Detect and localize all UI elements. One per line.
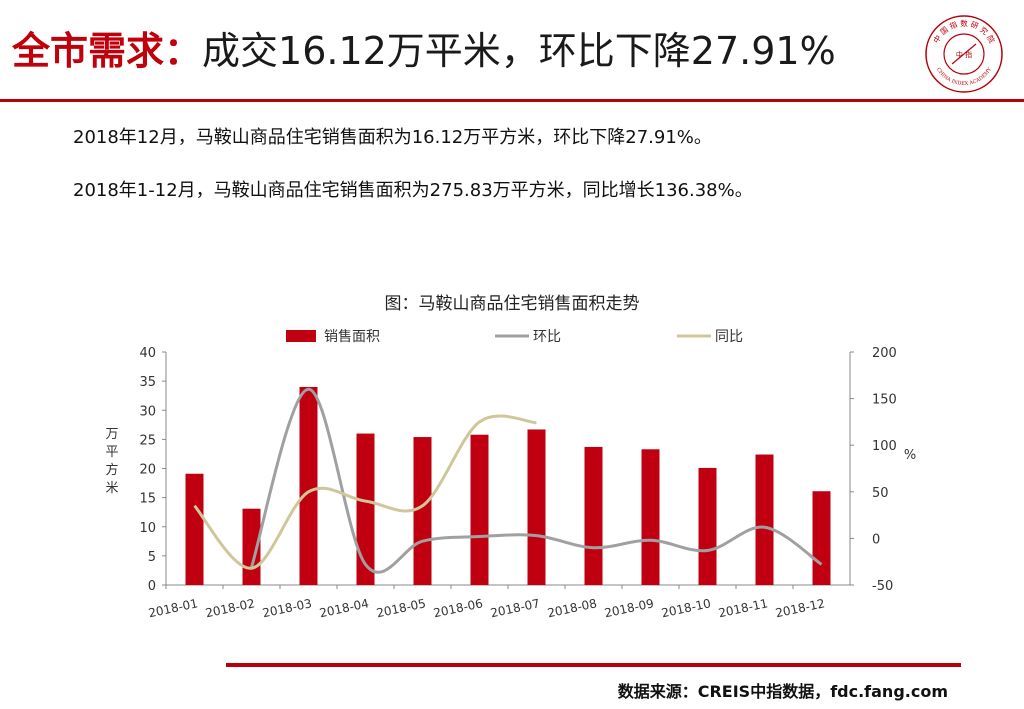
logo-center-text: 中 指 xyxy=(956,50,972,59)
page-title: 全市需求：成交16.12万平米，环比下降27.91% xyxy=(12,20,836,75)
logo-bottom-text: CHINA INDEX ACADEMY xyxy=(935,66,993,87)
legend-swatch-sales-area xyxy=(286,330,316,342)
y-tick-label-right: 100 xyxy=(872,439,897,454)
bar-sales-area xyxy=(698,467,717,585)
y-axis-label-char: 万 xyxy=(105,427,118,442)
page-title-highlight: 全市需求： xyxy=(12,29,203,73)
line-series-mom xyxy=(250,387,823,574)
sales-area-chart: 0 5 10 15 20 25 30 35 40 -50 0 50 100 150 200 万平方米% 2018… xyxy=(105,329,916,620)
x-tick-label: 2018-05 xyxy=(375,596,427,620)
y-tick-label-right: 200 xyxy=(872,346,897,361)
x-tick-label: 2018-09 xyxy=(603,596,655,620)
legend-label-yoy: 同比 xyxy=(715,329,743,345)
bar-sales-area xyxy=(185,473,204,585)
svg-text:中 国 指 数 研 究 院: 中 国 指 数 研 究 院 xyxy=(931,18,998,45)
x-tick-label: 2018-10 xyxy=(660,596,712,620)
bar-sales-area xyxy=(527,429,546,585)
y-tick-label-left: 25 xyxy=(139,433,156,448)
bar-sales-area xyxy=(812,491,831,585)
y-tick-label-right: 50 xyxy=(872,486,889,501)
y-tick-label-left: 35 xyxy=(139,375,156,390)
bar-sales-area xyxy=(584,446,603,585)
y-axis-label-char: 方 xyxy=(105,462,118,478)
bar-sales-area xyxy=(470,434,489,585)
x-tick-label: 2018-08 xyxy=(546,596,598,620)
chart-title: 图：马鞍山商品住宅销售面积走势 xyxy=(384,294,640,314)
summary-paragraph-monthly: 2018年12月，马鞍山商品住宅销售面积为16.12万平方米，环比下降27.91… xyxy=(73,127,712,148)
y-tick-label-left: 15 xyxy=(139,492,156,507)
title-divider xyxy=(0,99,1024,102)
page-title-rest: 成交16.12万平米，环比下降27.91% xyxy=(202,29,836,73)
y-tick-label-left: 20 xyxy=(139,463,156,478)
x-tick-label: 2018-01 xyxy=(147,596,199,620)
y-tick-label-left: 0 xyxy=(148,579,156,594)
x-tick-label: 2018-12 xyxy=(774,596,826,620)
summary-paragraph-annual: 2018年1-12月，马鞍山商品住宅销售面积为275.83万平方米，同比增长13… xyxy=(73,180,753,201)
legend-label-sales-area: 销售面积 xyxy=(324,329,380,345)
data-source: 数据来源：CREIS中指数据，fdc.fang.com xyxy=(617,682,948,701)
bar-sales-area xyxy=(356,433,375,585)
footer-divider xyxy=(226,663,961,667)
y-tick-label-right: 0 xyxy=(872,532,880,547)
y-tick-label-left: 30 xyxy=(139,404,156,419)
x-tick-label: 2018-02 xyxy=(204,596,256,620)
x-tick-label: 2018-04 xyxy=(318,596,370,620)
logo-top-text: 中 国 指 数 研 究 院 xyxy=(931,18,998,45)
x-tick-label: 2018-03 xyxy=(261,596,313,620)
x-tick-label: 2018-06 xyxy=(432,596,484,620)
x-tick-label: 2018-11 xyxy=(717,596,769,620)
y2-axis-label: % xyxy=(904,448,916,463)
x-tick-label: 2018-07 xyxy=(489,596,541,620)
y-tick-label-left: 40 xyxy=(139,346,156,361)
y-tick-label-left: 10 xyxy=(139,521,156,536)
y-tick-label-left: 5 xyxy=(148,550,156,565)
bar-sales-area xyxy=(413,437,432,585)
bar-sales-area xyxy=(641,449,660,585)
china-index-academy-logo: 中 国 指 数 研 究 院 CHINA INDEX ACADEMY 中 指 xyxy=(925,15,1003,93)
y-axis-label-char: 平 xyxy=(105,445,118,460)
y-tick-label-right: -50 xyxy=(872,579,893,594)
bar-sales-area xyxy=(755,454,774,585)
legend-label-mom: 环比 xyxy=(533,329,561,345)
bar-sales-area xyxy=(299,386,318,585)
line-series-yoy xyxy=(193,414,537,570)
y-tick-label-right: 150 xyxy=(872,393,897,408)
svg-text:CHINA INDEX ACADEMY: CHINA INDEX ACADEMY xyxy=(935,66,993,87)
y-axis-label-char: 米 xyxy=(105,481,118,496)
